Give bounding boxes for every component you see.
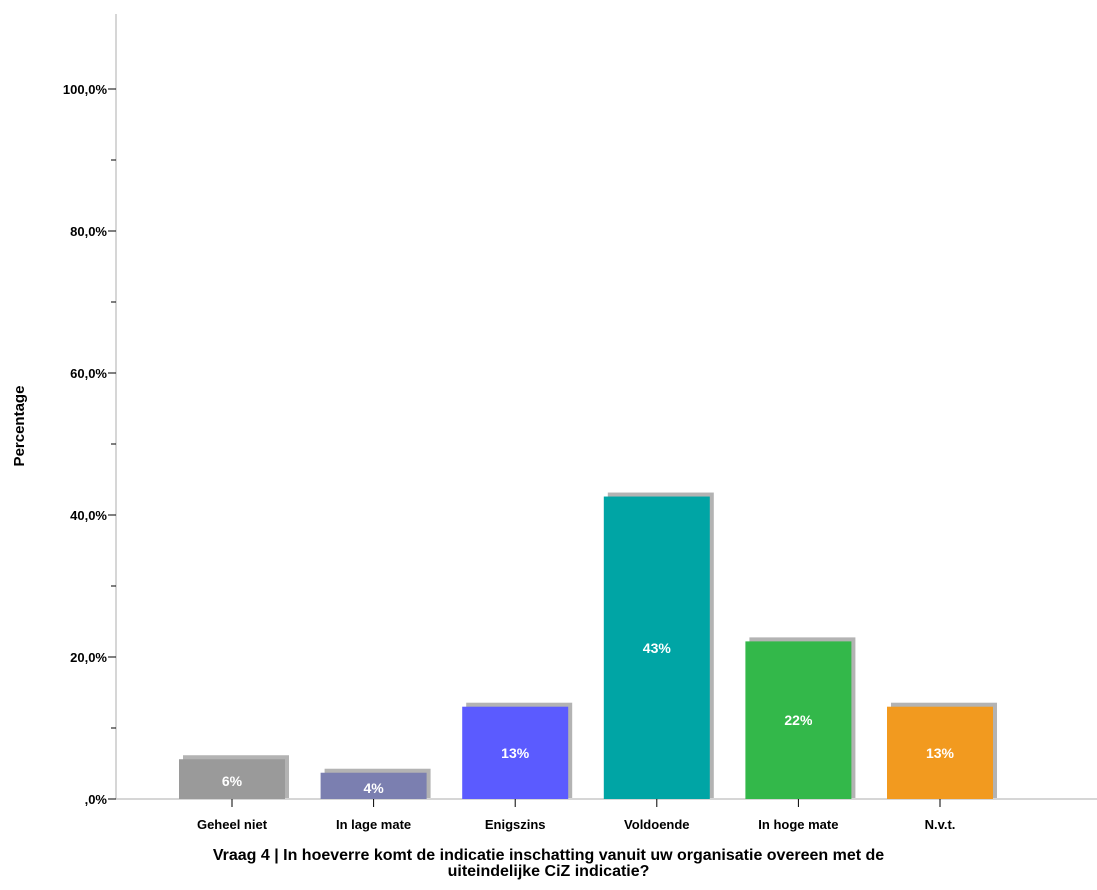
x-tick-label: Enigszins — [485, 817, 546, 832]
y-tick-label: 40,0% — [70, 508, 107, 523]
bar-value-label: 13% — [501, 745, 530, 761]
y-tick-label: 100,0% — [63, 82, 108, 97]
x-axis-title: Vraag 4 | In hoeverre komt de indicatie … — [0, 848, 1097, 880]
bar — [745, 641, 852, 799]
bar-value-label: 4% — [363, 780, 384, 796]
bar-value-label: 22% — [784, 712, 813, 728]
y-axis-title: Percentage — [11, 386, 28, 467]
bar — [887, 706, 993, 799]
bar — [179, 759, 285, 799]
bar — [603, 496, 710, 799]
y-tick-label: ,0% — [85, 792, 108, 807]
x-tick-label: N.v.t. — [925, 817, 956, 832]
bar-value-label: 6% — [222, 773, 243, 789]
bars: 6% 4% 13% 43% 22% 13% — [179, 492, 997, 799]
y-tick-label: 20,0% — [70, 650, 107, 665]
x-tick-label: In lage mate — [336, 817, 411, 832]
bar — [320, 772, 427, 799]
x-tick-label: In hoge mate — [758, 817, 838, 832]
y-tick-label: 60,0% — [70, 366, 107, 381]
x-tick-label: Geheel niet — [197, 817, 268, 832]
bar — [462, 706, 569, 799]
x-tick-label: Voldoende — [624, 817, 689, 832]
x-axis-title-line-1: Vraag 4 | In hoeverre komt de indicatie … — [212, 847, 885, 864]
x-axis-title-line-2: uiteindelijke CiZ indicatie? — [447, 863, 650, 880]
y-tick-label: 80,0% — [70, 224, 107, 239]
bar-value-label: 13% — [926, 745, 955, 761]
axes: ,0% 20,0% 40,0% 60,0% 80,0% 100,0% Geheel niet… — [63, 14, 1097, 832]
bar-value-label: 43% — [643, 640, 672, 656]
